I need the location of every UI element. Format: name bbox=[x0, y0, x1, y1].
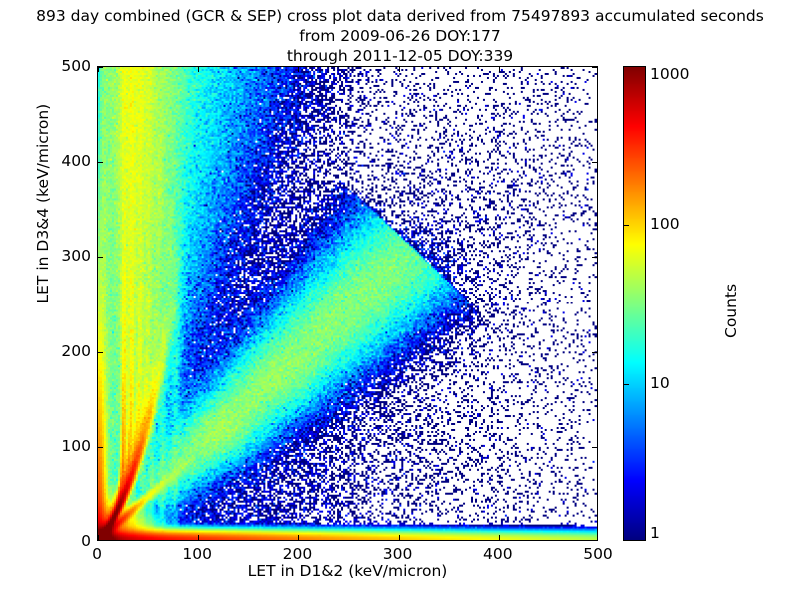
title-line-1: 893 day combined (GCR & SEP) cross plot … bbox=[36, 7, 764, 25]
y-tick-right-500 bbox=[592, 67, 597, 68]
y-tick-right-100 bbox=[592, 447, 597, 448]
density-scatter-plot bbox=[98, 67, 597, 540]
colorbar bbox=[623, 66, 646, 541]
x-tick-400 bbox=[498, 535, 500, 540]
colorbar-label: Counts bbox=[722, 283, 740, 338]
x-tick-300 bbox=[398, 535, 400, 540]
x-tick-label-200: 200 bbox=[282, 545, 313, 563]
y-tick-500 bbox=[98, 67, 103, 68]
y-tick-label-200: 200 bbox=[61, 342, 91, 360]
x-tick-100 bbox=[198, 535, 200, 540]
colorbar-gradient bbox=[624, 67, 645, 540]
y-tick-200 bbox=[98, 352, 103, 353]
x-tick-top-400 bbox=[498, 67, 500, 72]
colorbar-tick-100 bbox=[624, 225, 629, 227]
y-tick-label-500: 500 bbox=[61, 57, 91, 75]
y-axis-label: LET in D3&4 (keV/micron) bbox=[34, 103, 52, 304]
y-tick-right-200 bbox=[592, 352, 597, 353]
plot-axes bbox=[97, 66, 598, 541]
x-tick-top-200 bbox=[298, 67, 300, 72]
title-line-3: through 2011-12-05 DOY:339 bbox=[286, 47, 514, 65]
y-tick-label-400: 400 bbox=[61, 152, 91, 170]
x-tick-label-0: 0 bbox=[92, 545, 102, 563]
colorbar-tick-label-1: 1 bbox=[650, 524, 660, 542]
figure-title: 893 day combined (GCR & SEP) cross plot … bbox=[0, 6, 800, 66]
x-tick-label-300: 300 bbox=[382, 545, 413, 563]
colorbar-tick-label-1000: 1000 bbox=[650, 65, 690, 83]
y-tick-400 bbox=[98, 162, 103, 163]
y-tick-label-0: 0 bbox=[81, 532, 91, 550]
x-tick-top-100 bbox=[198, 67, 200, 72]
x-tick-label-500: 500 bbox=[583, 545, 613, 563]
y-tick-right-400 bbox=[592, 162, 597, 163]
colorbar-tick-label-10: 10 bbox=[650, 373, 670, 392]
y-tick-300 bbox=[98, 257, 103, 258]
title-line-2: from 2009-06-26 DOY:177 bbox=[299, 27, 501, 45]
colorbar-tick-label-100: 100 bbox=[650, 215, 680, 234]
x-tick-top-0 bbox=[98, 67, 99, 72]
x-tick-label-100: 100 bbox=[182, 545, 212, 563]
x-tick-label-400: 400 bbox=[483, 545, 513, 563]
y-tick-label-100: 100 bbox=[61, 437, 91, 455]
colorbar-tick-10 bbox=[624, 383, 629, 385]
y-tick-label-300: 300 bbox=[61, 247, 91, 265]
x-axis-label: LET in D1&2 (keV/micron) bbox=[247, 562, 448, 580]
y-tick-right-300 bbox=[592, 257, 597, 258]
y-tick-100 bbox=[98, 447, 103, 448]
x-tick-0 bbox=[98, 535, 99, 540]
x-tick-200 bbox=[298, 535, 300, 540]
x-tick-top-300 bbox=[398, 67, 400, 72]
